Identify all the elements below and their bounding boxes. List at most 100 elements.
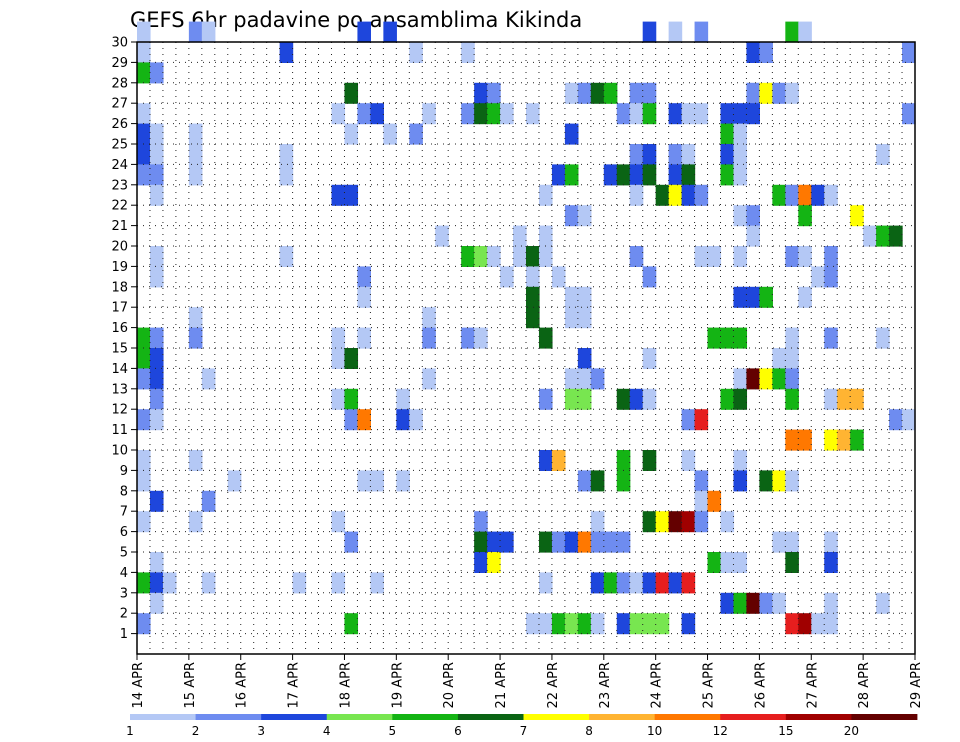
- heatmap-cell: [149, 164, 164, 186]
- heatmap-cell: [616, 388, 631, 410]
- heatmap-cell: [616, 572, 631, 594]
- y-tick-label: 30: [111, 36, 128, 51]
- colorbar-level-label: 4: [323, 724, 331, 738]
- heatmap-cell: [137, 511, 151, 533]
- heatmap-cell: [720, 164, 735, 186]
- heatmap-cell: [681, 164, 696, 186]
- heatmap-cell: [798, 205, 812, 227]
- heatmap-cell: [707, 246, 722, 267]
- heatmap-cell: [149, 572, 164, 594]
- heatmap-cell: [149, 144, 164, 165]
- heatmap-cell: [785, 368, 799, 390]
- heatmap-cell: [344, 184, 359, 206]
- heatmap-cell: [746, 225, 760, 247]
- heatmap-cell: [694, 184, 709, 206]
- x-tick-label: 20 APR: [442, 662, 457, 708]
- heatmap-cell: [357, 103, 371, 125]
- heatmap-cell: [850, 429, 864, 451]
- heatmap-cell: [694, 409, 709, 431]
- heatmap-cell: [629, 103, 644, 125]
- heatmap-cell: [331, 348, 346, 369]
- heatmap-cell: [824, 266, 838, 288]
- heatmap-cell: [331, 327, 346, 349]
- heatmap-cell: [746, 103, 760, 125]
- heatmap-cell: [564, 205, 579, 227]
- heatmap-cell: [137, 613, 151, 635]
- heatmap-cell: [383, 123, 397, 145]
- heatmap-cell: [487, 103, 501, 125]
- heatmap-cell: [201, 368, 216, 390]
- y-tick-label: 10: [111, 444, 128, 459]
- heatmap-cell: [668, 21, 683, 43]
- heatmap-cell: [357, 286, 371, 308]
- x-tick-label: 22 APR: [546, 662, 561, 708]
- heatmap-cell: [733, 205, 748, 227]
- heatmap-cell: [603, 531, 618, 553]
- heatmap-cell: [279, 42, 294, 63]
- colorbar-level-label: 7: [520, 724, 528, 738]
- heatmap-cell: [422, 307, 436, 329]
- heatmap-cell: [629, 82, 644, 104]
- heatmap-cell: [137, 348, 151, 369]
- heatmap-cell: [603, 82, 618, 104]
- colorbar-level-label: 20: [844, 724, 859, 738]
- colorbar-level-label: 15: [778, 724, 793, 738]
- heatmap-cell: [526, 266, 540, 288]
- heatmap-cell: [772, 82, 786, 104]
- heatmap-cell: [811, 184, 825, 206]
- heatmap-cell: [759, 286, 773, 308]
- heatmap-cell: [824, 246, 838, 267]
- heatmap-cell: [357, 266, 371, 288]
- heatmap-cell: [409, 409, 423, 431]
- heatmap-cell: [811, 613, 825, 635]
- heatmap-cell: [798, 429, 812, 451]
- heatmap-cell: [681, 613, 696, 635]
- heatmap-cell: [577, 307, 592, 329]
- y-tick-label: 1: [120, 627, 128, 642]
- y-tick-label: 2: [120, 607, 128, 622]
- heatmap-cell: [474, 327, 488, 349]
- heatmap-cell: [188, 21, 203, 43]
- heatmap-cell: [720, 592, 735, 614]
- heatmap-cell: [292, 572, 307, 594]
- heatmap-cell: [331, 388, 346, 410]
- heatmap-cell: [746, 205, 760, 227]
- y-tick-label: 16: [111, 321, 128, 336]
- heatmap-cell: [500, 266, 514, 288]
- heatmap-cell: [461, 42, 475, 63]
- y-tick-label: 28: [111, 76, 128, 91]
- heatmap-cell: [681, 409, 696, 431]
- heatmap-cell: [538, 246, 553, 267]
- heatmap-cell: [149, 592, 164, 614]
- heatmap-cell: [798, 286, 812, 308]
- heatmap-cell: [694, 21, 709, 43]
- heatmap-cell: [487, 531, 501, 553]
- heatmap-cell: [590, 531, 605, 553]
- x-tick-label: 25 APR: [702, 662, 717, 708]
- heatmap-cell: [357, 470, 371, 492]
- heatmap-cell: [538, 388, 553, 410]
- heatmap-cell: [461, 103, 475, 125]
- heatmap-cell: [876, 327, 890, 349]
- heatmap-cell: [422, 103, 436, 125]
- heatmap-cell: [435, 225, 449, 247]
- heatmap-cell: [681, 144, 696, 165]
- heatmap-cell: [526, 286, 540, 308]
- heatmap-cell: [487, 246, 501, 267]
- heatmap-cell: [564, 388, 579, 410]
- heatmap-cell: [564, 368, 579, 390]
- heatmap-cell: [889, 225, 903, 247]
- heatmap-cell: [564, 164, 579, 186]
- heatmap-cell: [538, 184, 553, 206]
- heatmap-cell: [500, 103, 514, 125]
- heatmap-cell: [526, 613, 540, 635]
- heatmap-cell: [850, 205, 864, 227]
- heatmap-cell: [526, 307, 540, 329]
- y-tick-label: 9: [120, 464, 128, 479]
- heatmap-cell: [551, 450, 566, 471]
- heatmap-cell: [629, 246, 644, 267]
- y-tick-label: 7: [120, 505, 128, 520]
- heatmap-cell: [422, 368, 436, 390]
- heatmap-cell: [538, 572, 553, 594]
- heatmap-cell: [590, 613, 605, 635]
